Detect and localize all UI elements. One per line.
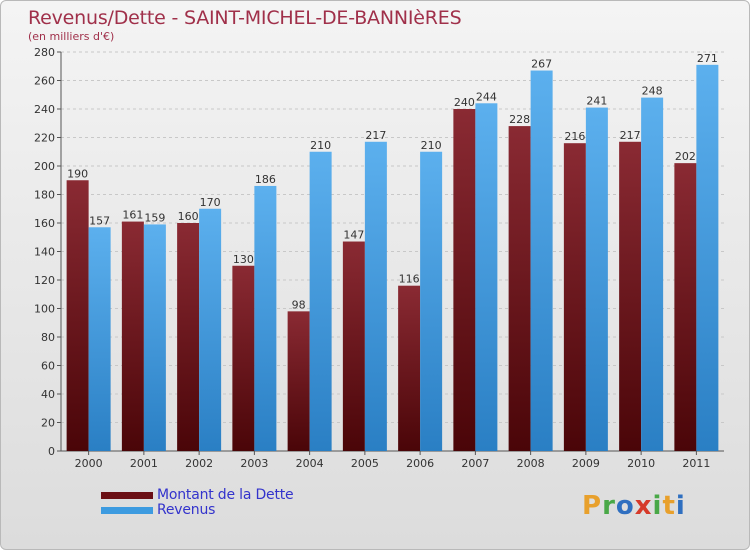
chart-title: Revenus/Dette - SAINT-MICHEL-DE-BANNIèRE… bbox=[28, 7, 462, 29]
y-tick-label: 120 bbox=[34, 274, 55, 287]
y-tick-label: 20 bbox=[41, 417, 55, 430]
data-label: 240 bbox=[454, 96, 475, 109]
data-label: 98 bbox=[292, 298, 306, 311]
data-label: 217 bbox=[620, 129, 641, 142]
logo-letter: r bbox=[602, 491, 616, 521]
data-label: 228 bbox=[509, 113, 530, 126]
bar-dette bbox=[121, 221, 144, 451]
bar-dette bbox=[398, 285, 421, 451]
data-label: 248 bbox=[642, 85, 663, 98]
y-tick-label: 220 bbox=[34, 132, 55, 145]
data-label: 186 bbox=[255, 173, 276, 186]
y-tick-label: 0 bbox=[48, 445, 55, 458]
bar-dette bbox=[66, 180, 89, 451]
data-label: 147 bbox=[343, 229, 364, 242]
bar-revenus bbox=[364, 141, 387, 451]
bar-revenus bbox=[309, 151, 332, 451]
x-tick-label: 2004 bbox=[296, 457, 324, 470]
bar-revenus bbox=[530, 70, 553, 452]
x-tick-label: 2002 bbox=[185, 457, 213, 470]
y-tick-label: 240 bbox=[34, 103, 55, 116]
y-tick-label: 60 bbox=[41, 360, 55, 373]
x-tick-label: 2003 bbox=[240, 457, 268, 470]
x-tick-label: 2011 bbox=[682, 457, 710, 470]
bar-revenus bbox=[696, 64, 719, 451]
bar-dette bbox=[177, 223, 200, 451]
data-label: 170 bbox=[200, 196, 221, 209]
bar-dette bbox=[619, 141, 642, 451]
data-label: 116 bbox=[399, 273, 420, 286]
logo-letter: P bbox=[582, 491, 603, 521]
proxiti-logo: Proxiti bbox=[582, 491, 686, 521]
legend-label-revenus: Revenus bbox=[157, 502, 216, 518]
x-tick-label: 2008 bbox=[517, 457, 545, 470]
y-tick-label: 260 bbox=[34, 75, 55, 88]
logo-letter: i bbox=[652, 491, 663, 521]
chart-subtitle: (en milliers d'€) bbox=[28, 30, 115, 43]
bar-revenus bbox=[641, 97, 664, 451]
bar-revenus bbox=[143, 224, 166, 451]
data-label: 271 bbox=[697, 52, 718, 65]
data-label: 217 bbox=[365, 129, 386, 142]
legend-swatch-dette bbox=[101, 492, 153, 499]
bar-revenus bbox=[420, 151, 443, 451]
bar-dette bbox=[342, 241, 365, 451]
logo-letter: x bbox=[634, 491, 653, 521]
data-label: 210 bbox=[421, 139, 442, 152]
y-tick-label: 200 bbox=[34, 160, 55, 173]
bar-dette bbox=[508, 126, 531, 451]
x-tick-label: 2006 bbox=[406, 457, 434, 470]
data-label: 157 bbox=[89, 214, 110, 227]
data-label: 159 bbox=[144, 211, 165, 224]
x-tick-label: 2001 bbox=[130, 457, 158, 470]
y-tick-label: 40 bbox=[41, 388, 55, 401]
y-tick-label: 100 bbox=[34, 303, 55, 316]
x-tick-label: 2010 bbox=[627, 457, 655, 470]
data-label: 130 bbox=[233, 253, 254, 266]
data-label: 267 bbox=[531, 58, 552, 71]
y-tick-label: 140 bbox=[34, 246, 55, 259]
x-tick-label: 2007 bbox=[461, 457, 489, 470]
bar-revenus bbox=[199, 208, 222, 451]
data-label: 216 bbox=[564, 130, 585, 143]
y-tick-label: 280 bbox=[34, 46, 55, 59]
data-label: 190 bbox=[67, 167, 88, 180]
bar-dette bbox=[453, 109, 476, 451]
bar-dette bbox=[287, 311, 310, 451]
y-tick-label: 180 bbox=[34, 189, 55, 202]
bar-dette bbox=[674, 163, 697, 451]
data-label: 160 bbox=[178, 210, 199, 223]
bar-revenus bbox=[254, 185, 277, 451]
x-tick-label: 2005 bbox=[351, 457, 379, 470]
x-tick-label: 2000 bbox=[75, 457, 103, 470]
legend-label-dette: Montant de la Dette bbox=[157, 487, 294, 503]
bar-dette bbox=[232, 265, 255, 451]
bar-dette bbox=[563, 143, 586, 451]
logo-letter: o bbox=[615, 491, 635, 521]
logo-letter: i bbox=[675, 491, 686, 521]
data-label: 210 bbox=[310, 139, 331, 152]
data-label: 202 bbox=[675, 150, 696, 163]
y-tick-label: 160 bbox=[34, 217, 55, 230]
bar-revenus bbox=[88, 227, 111, 451]
logo-letter: t bbox=[662, 491, 676, 521]
legend-swatch-revenus bbox=[101, 507, 153, 514]
y-tick-label: 80 bbox=[41, 331, 55, 344]
bar-revenus bbox=[585, 107, 608, 451]
bar-revenus bbox=[475, 103, 498, 452]
x-tick-label: 2009 bbox=[572, 457, 600, 470]
data-label: 161 bbox=[122, 209, 143, 222]
data-label: 241 bbox=[586, 95, 607, 108]
data-label: 244 bbox=[476, 90, 497, 103]
